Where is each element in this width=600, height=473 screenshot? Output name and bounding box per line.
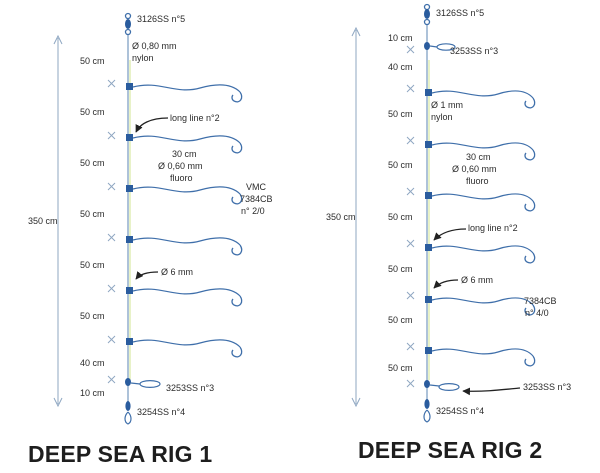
- rig2-segment-5: 50 cm: [388, 212, 413, 222]
- rig1-bead-arrow: [135, 271, 159, 280]
- rig1-ruler-bottom-tip: [53, 397, 63, 408]
- rig2-bottom-swivel-arrow: [462, 387, 521, 396]
- rig1-snood-6: [126, 338, 243, 358]
- rig-1: 350 cm 3126SS n°5 Ø 0,80 mm nylon 50 cm …: [28, 12, 273, 467]
- rig2-segment-8: 50 cm: [388, 363, 413, 373]
- rig2-main-line-material: nylon: [431, 112, 453, 122]
- rig2-long-line-arrow: [433, 228, 467, 241]
- rig1-hook-model: 7384CB: [240, 194, 273, 204]
- rig1-top-swivel-label: 3126SS n°5: [137, 14, 185, 24]
- rig2-snood-4: [425, 244, 536, 264]
- rig2-snood-6: [425, 347, 536, 367]
- rig1-hook-size: n° 2/0: [241, 206, 265, 216]
- rig2-snood-diameter: Ø 0,60 mm: [452, 164, 497, 174]
- rig2-snood-2: [425, 141, 536, 161]
- rig2-snood-length: 30 cm: [466, 152, 491, 162]
- rig2-bottom-swivel: [424, 380, 460, 392]
- rig2-segment-2: 40 cm: [388, 62, 413, 72]
- rig1-snood-length: 30 cm: [172, 149, 197, 159]
- rig2-top-swivel-label: 3126SS n°5: [436, 8, 484, 18]
- rig1-bead-label: Ø 6 mm: [161, 267, 193, 277]
- rig2-top-swivel: [423, 3, 431, 26]
- rig1-snood-material: fluoro: [170, 173, 193, 183]
- rig1-total-length: 350 cm: [28, 216, 58, 226]
- rig1-segment-3: 50 cm: [80, 158, 105, 168]
- rig2-main-line-diameter: Ø 1 mm: [431, 100, 463, 110]
- rig2-long-line-label: long line n°2: [468, 223, 518, 233]
- rig1-segment-6: 50 cm: [80, 311, 105, 321]
- rig2-upper-swivel-label: 3253SS n°3: [450, 46, 498, 56]
- rig1-main-line-diameter: Ø 0,80 mm: [132, 41, 177, 51]
- rig2-title: DEEP SEA RIG 2: [358, 437, 542, 463]
- rig1-ruler-top-tip: [53, 34, 63, 45]
- rig2-ruler-top-tip: [351, 26, 361, 37]
- rig2-segment-3: 50 cm: [388, 109, 413, 119]
- rig2-snap-label: 3254SS n°4: [436, 406, 484, 416]
- rig1-segment-markers: [107, 79, 116, 384]
- rig2-hook-size: n° 4/0: [525, 308, 549, 318]
- rig1-segment-8: 10 cm: [80, 388, 105, 398]
- rig2-snood-1: [425, 89, 536, 109]
- rig2-segment-1: 10 cm: [388, 33, 413, 43]
- rig2-snood-material: fluoro: [466, 176, 489, 186]
- rig1-snap: [124, 401, 132, 425]
- rig1-snood-3: [126, 185, 243, 205]
- rig2-segment-7: 50 cm: [388, 315, 413, 325]
- rig2-segment-4: 50 cm: [388, 160, 413, 170]
- rig1-long-line-arrow: [135, 117, 169, 133]
- rig1-main-line-material: nylon: [132, 53, 154, 63]
- rig1-snood-4: [126, 236, 243, 256]
- rig1-snood-5: [126, 287, 243, 307]
- rig1-segment-1: 50 cm: [80, 56, 105, 66]
- rig1-hook-brand: VMC: [246, 182, 267, 192]
- rig-2: 350 cm 3126SS n°5 3253SS n°3: [326, 3, 571, 463]
- rig2-ruler-bottom-tip: [351, 397, 361, 408]
- rig1-snood-1: [126, 83, 243, 103]
- rig1-title: DEEP SEA RIG 1: [28, 441, 212, 467]
- rig1-snood-2: [126, 134, 243, 154]
- rig2-upper-swivel: [424, 42, 456, 51]
- rig1-snood-diameter: Ø 0,60 mm: [158, 161, 203, 171]
- rig1-snap-label: 3254SS n°4: [137, 407, 185, 417]
- rig2-snood-5: [425, 296, 536, 316]
- rig1-long-line-label: long line n°2: [170, 113, 220, 123]
- rig1-segment-7: 40 cm: [80, 358, 105, 368]
- rig1-segment-4: 50 cm: [80, 209, 105, 219]
- rig2-bead-label: Ø 6 mm: [461, 275, 493, 285]
- rig2-snap: [423, 399, 431, 423]
- rig1-segment-5: 50 cm: [80, 260, 105, 270]
- rig2-snood-3: [425, 192, 536, 212]
- rig2-total-length: 350 cm: [326, 212, 356, 222]
- rig2-bottom-swivel-label: 3253SS n°3: [523, 382, 571, 392]
- rig2-bead-arrow: [433, 279, 459, 289]
- rig1-segment-2: 50 cm: [80, 107, 105, 117]
- rig1-top-swivel: [124, 12, 132, 36]
- rig1-bottom-swivel-label: 3253SS n°3: [166, 383, 214, 393]
- rig1-bottom-swivel: [125, 378, 161, 389]
- rig2-hook-model: 7384CB: [524, 296, 557, 306]
- rig2-segment-markers: [406, 45, 415, 388]
- rig2-segment-6: 50 cm: [388, 264, 413, 274]
